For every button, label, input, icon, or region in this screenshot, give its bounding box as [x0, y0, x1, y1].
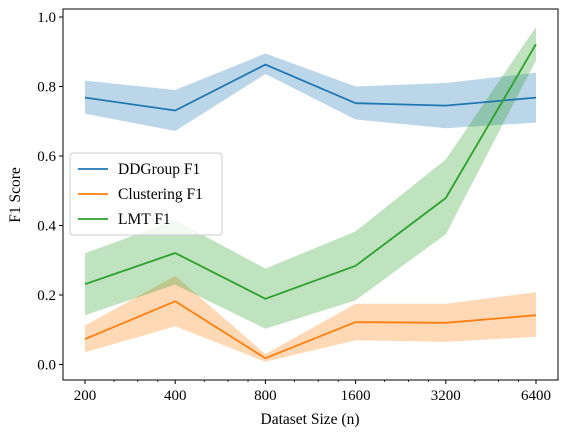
ddgroup-f1-legend-label: DDGroup F1 [118, 161, 200, 178]
legend-frame [69, 152, 223, 236]
plot-frame [62, 8, 559, 381]
ddgroup-f1-band [85, 53, 536, 131]
y-tick-label: 0.4 [37, 219, 56, 235]
x-axis-label: Dataset Size (n) [261, 411, 360, 428]
y-axis-ticks: 0.0 0.2 0.4 0.6 0.8 1.0 [37, 10, 63, 374]
y-tick-label: 0.2 [37, 288, 56, 304]
y-tick-label: 1.0 [37, 10, 56, 26]
y-tick-label: 0.6 [37, 149, 56, 165]
x-tick-label: 3200 [431, 388, 461, 404]
y-tick-label: 0.0 [37, 358, 56, 374]
x-tick-label: 800 [254, 388, 277, 404]
x-tick-label: 400 [164, 388, 187, 404]
y-axis-label: F1 Score [7, 167, 24, 223]
x-axis-ticks: 200 400 800 1600 3200 6400 [74, 380, 551, 404]
ddgroup-f1-line [84, 63, 537, 112]
x-tick-label: 6400 [521, 388, 551, 404]
clustering-f1-legend-label: Clustering F1 [118, 186, 203, 203]
lmt-f1-band [85, 26, 536, 329]
x-tick-label: 1600 [341, 388, 371, 404]
lmt-f1-line [84, 43, 537, 300]
confidence-bands [85, 26, 536, 362]
clustering-f1-band [85, 275, 536, 362]
x-tick-label: 200 [74, 388, 97, 404]
lmt-f1-legend-label: LMT F1 [118, 211, 171, 228]
clustering-f1-line [84, 300, 537, 360]
series-lines [84, 43, 537, 360]
legend: DDGroup F1 Clustering F1 LMT F1 [69, 152, 223, 236]
y-tick-label: 0.8 [37, 80, 56, 96]
